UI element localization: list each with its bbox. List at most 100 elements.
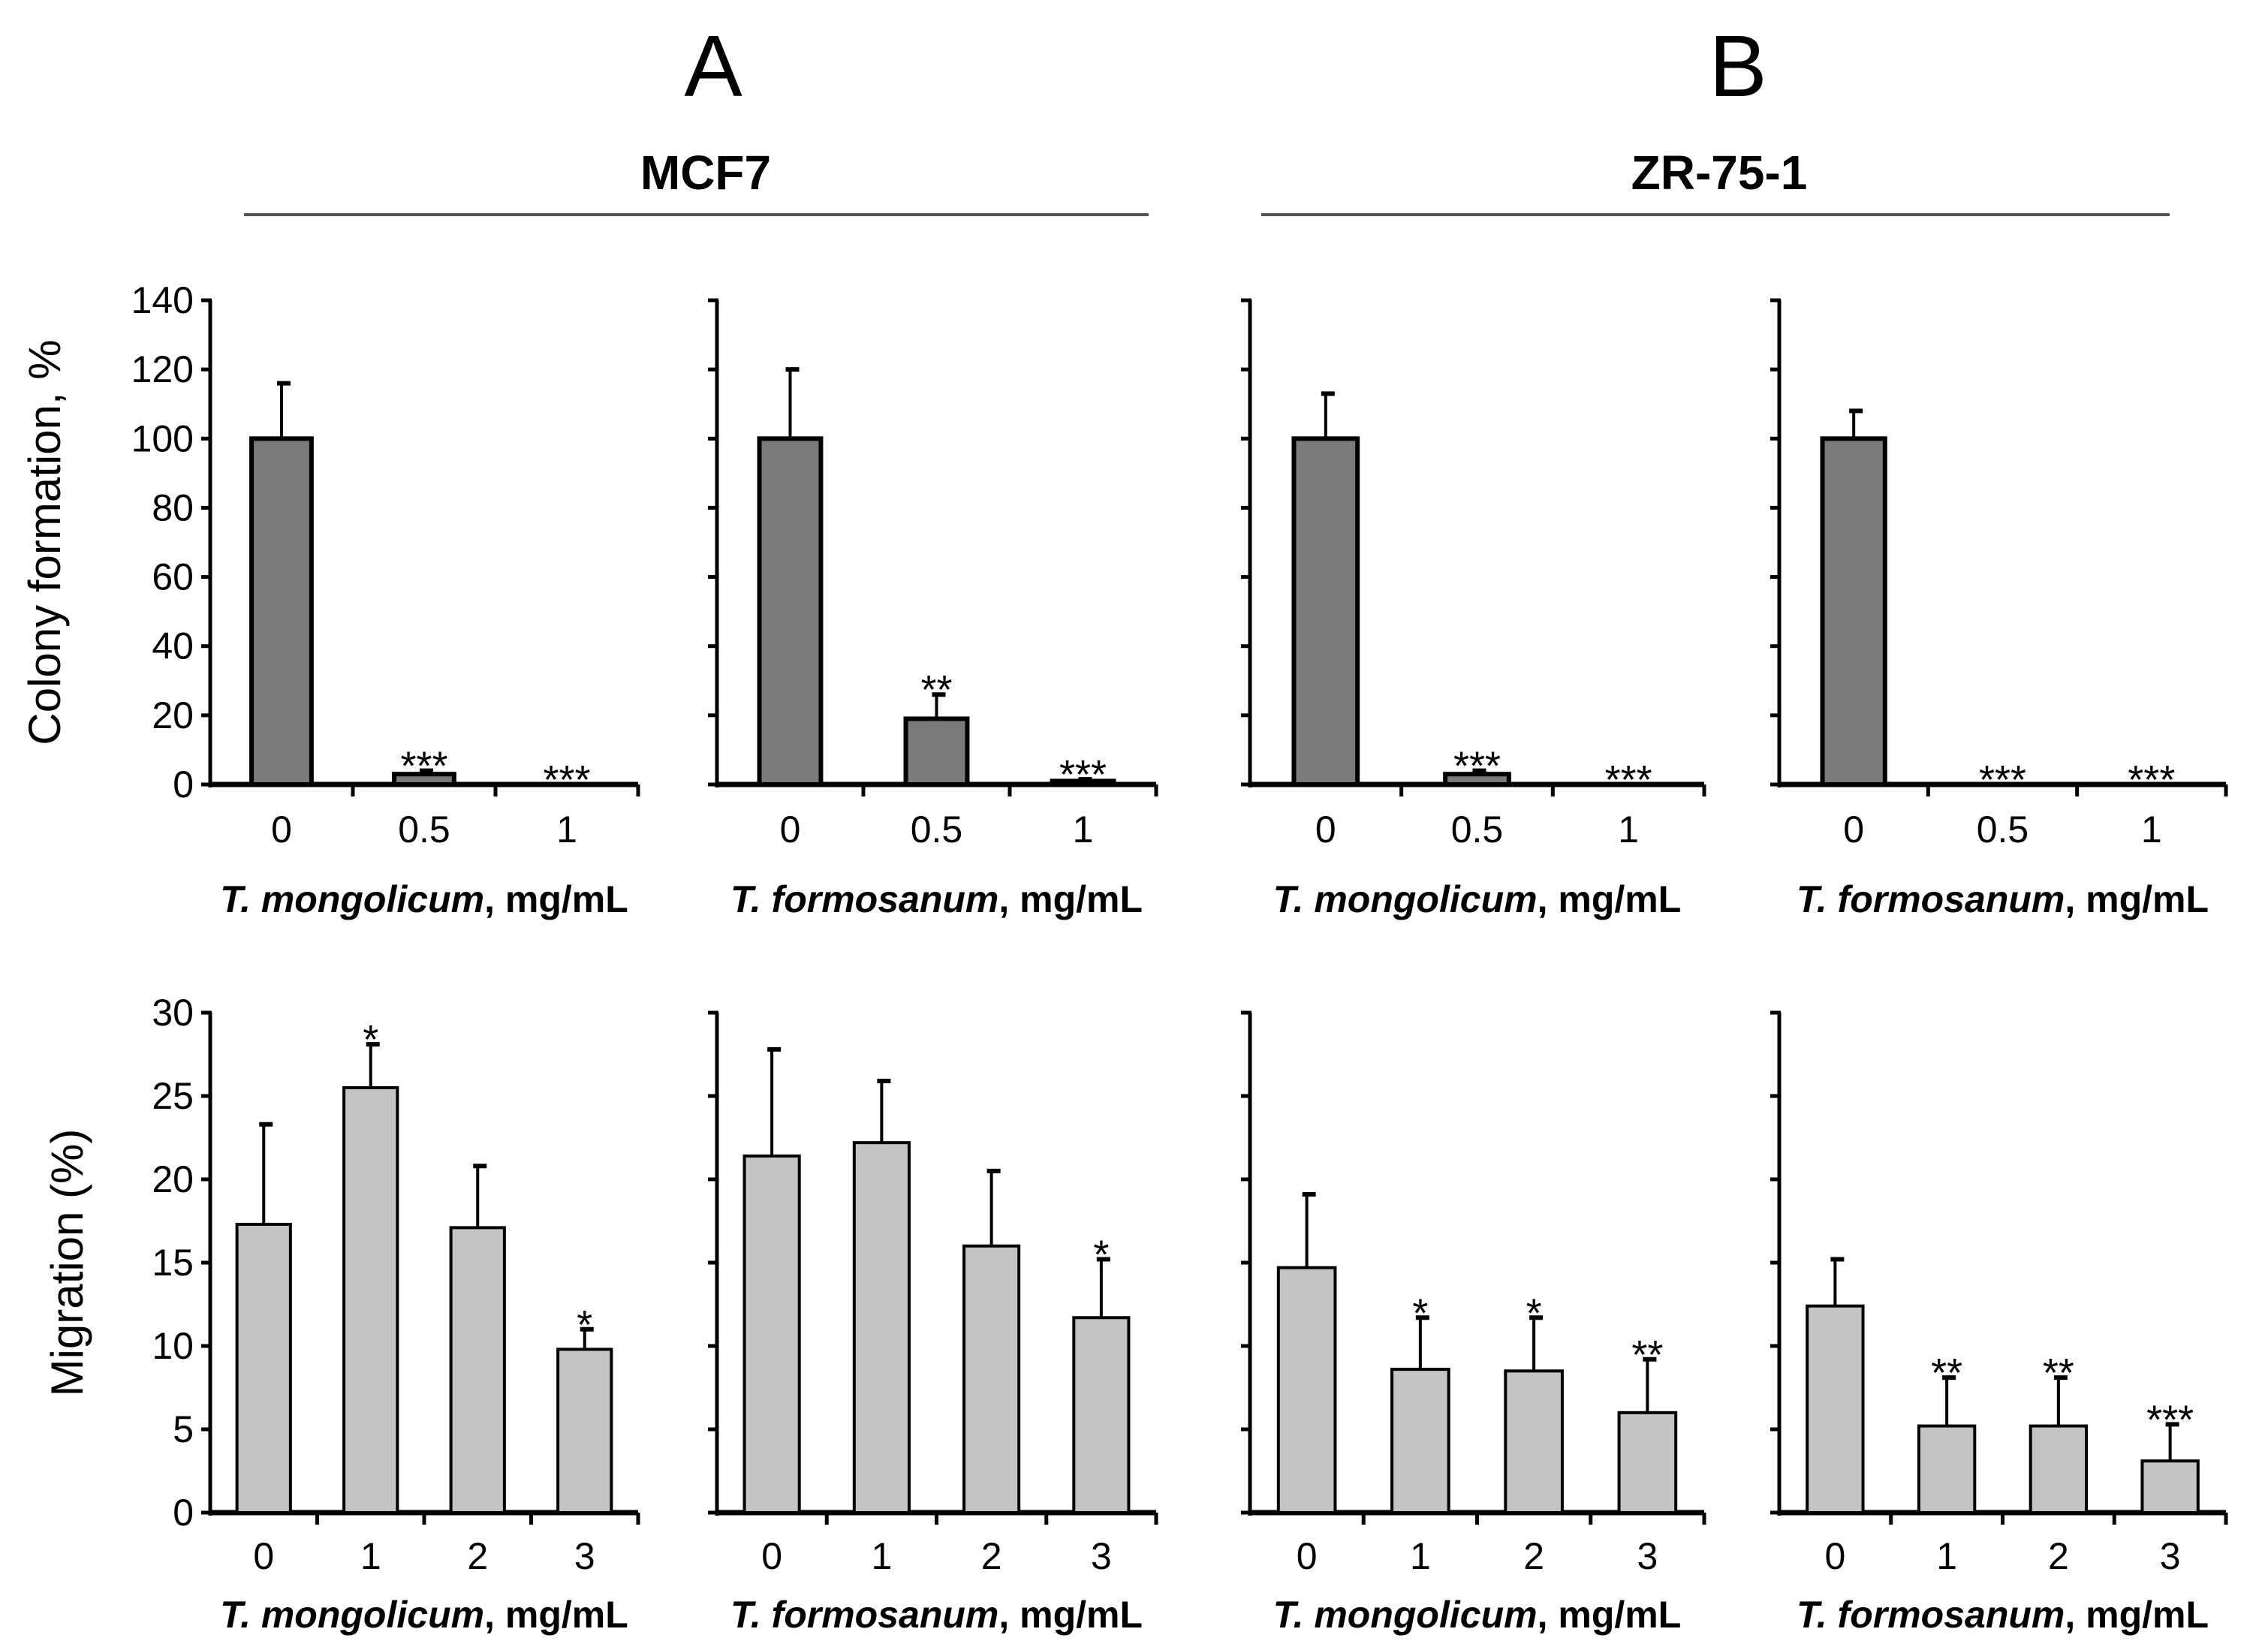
bar [757,436,824,787]
x-axis-label-unit: , mg/mL [998,1594,1143,1636]
bar [962,1244,1021,1515]
x-tick-label: 0.5 [1977,808,2029,851]
significance-mark: *** [2146,1397,2194,1442]
significance-mark: *** [1059,752,1107,797]
x-axis-label-unit: , mg/mL [1538,1594,1682,1636]
bar [2140,1459,2200,1515]
y-tick-label: 20 [152,694,194,736]
x-tick-label: 1 [2141,808,2162,851]
bar [249,436,314,787]
x-axis-label-unit: , mg/mL [998,878,1143,920]
x-tick-label: 1 [1410,1535,1431,1577]
bar [1820,436,1887,787]
x-axis-label-unit: , mg/mL [2065,1594,2209,1636]
chart-migration-4: 0 ** 1 ** 2 *** 3 T. formosanum, mg/mL [1770,1010,2228,1636]
x-axis-label-unit: , mg/mL [2065,878,2209,920]
x-axis-label: T. mongolicum, mg/mL [220,878,628,920]
x-axis-label: T. formosanum, mg/mL [730,878,1143,920]
y-axis-label: Colony formation, % [20,339,70,745]
y-tick-label: 100 [131,417,194,459]
x-tick-label: 0 [1297,1535,1318,1577]
x-axis-label: T. mongolicum, mg/mL [220,1594,628,1636]
cell-line-title-mcf7: MCF7 [640,146,771,200]
y-tick-label: 15 [152,1242,194,1284]
x-tick-label: 0 [1315,808,1336,851]
y-axis-label: Migration (%) [42,1129,92,1397]
bar [1390,1368,1450,1514]
y-tick-label: 0 [173,1492,194,1534]
x-tick-label: 0 [253,1535,274,1577]
x-tick-label: 3 [1637,1535,1658,1577]
significance-mark: ** [1631,1332,1663,1378]
x-tick-label: 1 [360,1535,381,1577]
x-tick-label: 1 [556,808,577,851]
y-tick-label: 120 [131,348,194,390]
bar [342,1085,399,1514]
x-axis-label-unit: , mg/mL [484,878,628,920]
significance-mark: ** [1931,1350,1962,1396]
x-axis-label: T. formosanum, mg/mL [1797,1594,2209,1636]
x-axis-label: T. formosanum, mg/mL [1797,878,2209,920]
x-tick-label: 0 [780,808,801,851]
x-tick-label: 0 [1843,808,1864,851]
y-tick-label: 20 [152,1158,194,1200]
y-tick-label: 60 [152,556,194,598]
x-tick-label: 0.5 [1451,808,1504,851]
significance-mark: * [577,1302,592,1347]
x-tick-label: 2 [2048,1535,2069,1577]
bar [1617,1411,1678,1515]
panel-letter-a: A [684,17,742,115]
bar [903,716,970,787]
bar [1276,1266,1337,1515]
bar [235,1222,292,1514]
x-axis-label-species: T. mongolicum [1273,1594,1538,1636]
chart-migration-2: 0 1 2 * 3 T. formosanum, mg/mL [708,1010,1158,1636]
significance-mark: *** [1605,757,1652,802]
y-tick-label: 30 [152,992,194,1034]
x-axis-label: T. formosanum, mg/mL [730,1594,1143,1636]
significance-mark: * [1412,1290,1428,1335]
bar [852,1141,911,1515]
significance-mark: *** [1453,744,1501,789]
x-axis-label: T. mongolicum, mg/mL [1273,1594,1682,1636]
x-tick-label: 0 [761,1535,782,1577]
x-tick-label: 0 [1824,1535,1845,1577]
x-axis-label-species: T. formosanum [730,1594,998,1636]
bar [1504,1369,1564,1515]
significance-mark: *** [543,757,590,802]
significance-mark: *** [400,744,447,789]
significance-mark: ** [920,667,952,712]
significance-mark: *** [1979,757,2026,802]
y-tick-label: 40 [152,625,194,667]
x-axis-label-species: T. mongolicum [220,1594,484,1636]
x-tick-label: 2 [981,1535,1002,1577]
x-tick-label: 1 [871,1535,892,1577]
panel-letter-b: B [1709,17,1767,115]
x-axis-label-species: T. mongolicum [1273,878,1538,920]
bar [556,1347,613,1514]
chart-migration-3: 0 * 1 * 2 ** 3 T. mongolicum, mg/mL [1241,1010,1706,1636]
significance-mark: * [363,1017,378,1062]
x-tick-label: 2 [1523,1535,1544,1577]
y-tick-label: 0 [173,763,194,805]
bar [1072,1316,1131,1514]
x-tick-label: 2 [467,1535,488,1577]
x-tick-label: 0.5 [398,808,450,851]
y-tick-label: 10 [152,1325,194,1367]
bar [2029,1424,2089,1515]
x-axis-label-species: T. formosanum [1797,878,2065,920]
x-tick-label: 0 [271,808,292,851]
x-axis-label-unit: , mg/mL [1538,878,1682,920]
x-tick-label: 3 [2160,1535,2181,1577]
bar [1291,436,1360,787]
bar [1917,1424,1977,1515]
x-axis-label: T. mongolicum, mg/mL [1273,878,1682,920]
significance-mark: ** [2043,1350,2074,1396]
x-axis-label-species: T. formosanum [1797,1594,2065,1636]
significance-mark: * [1093,1233,1109,1278]
chart-migration-1: 0 5 10 15 20 25 30 Migration (%) 0 * 1 2 * 3 T. mongol… [42,992,640,1636]
x-axis-label-species: T. mongolicum [220,878,484,920]
chart-colony-3: 0 *** 0.5 *** 1 T. mongolicum, mg/mL [1241,298,1706,920]
significance-mark: * [1526,1290,1542,1335]
